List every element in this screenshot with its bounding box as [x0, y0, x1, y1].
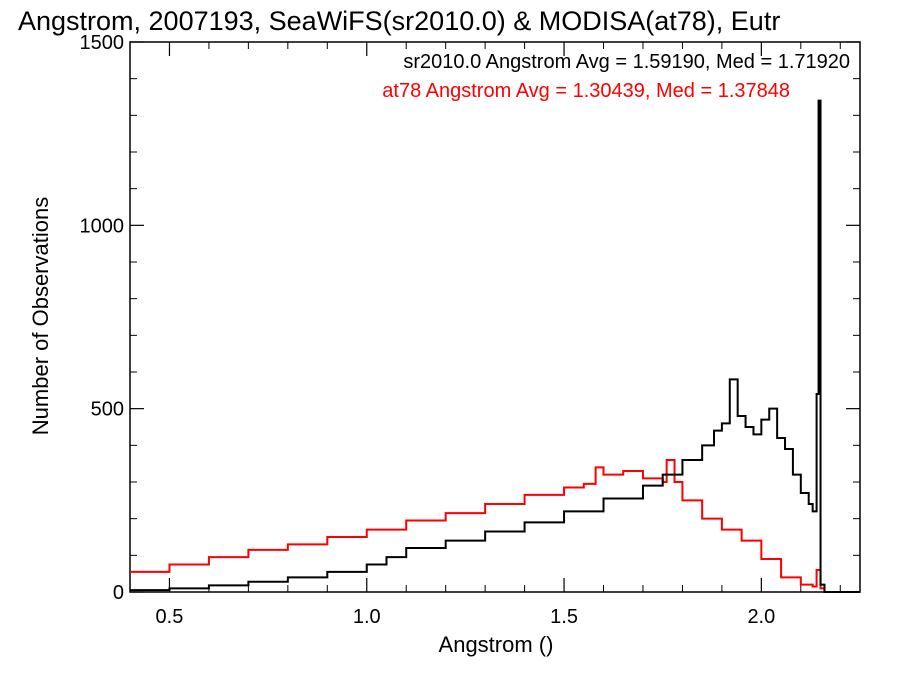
y-tick-label: 1000: [80, 215, 125, 237]
y-tick-label: 1500: [80, 32, 125, 54]
series-layer: [130, 99, 860, 593]
x-tick-label: 0.5: [156, 606, 184, 628]
plot-frame: [129, 41, 861, 593]
tick-labels: 0.5 1.0 1.5 2.0 0 500 1000 1500: [80, 32, 776, 628]
x-tick-label: 2.0: [747, 606, 775, 628]
series-line-at78: [130, 459, 860, 593]
x-axis-label: Angstrom (): [439, 632, 554, 657]
series-annotation-sr2010: sr2010.0 Angstrom Avg = 1.59190, Med = 1…: [403, 51, 850, 73]
x-tick-label: 1.5: [550, 606, 578, 628]
series-line-sr2010.0: [130, 99, 860, 593]
axis-ticks: [129, 41, 860, 593]
y-tick-label: 0: [113, 582, 124, 604]
x-tick-label: 1.0: [353, 606, 381, 628]
y-tick-label: 500: [91, 399, 124, 421]
y-axis-label: Number of Observations: [28, 197, 53, 435]
plot-border: [129, 41, 861, 593]
chart-title: Angstrom, 2007193, SeaWiFS(sr2010.0) & M…: [18, 6, 780, 36]
series-annotation-at78: at78 Angstrom Avg = 1.30439, Med = 1.378…: [382, 80, 790, 102]
